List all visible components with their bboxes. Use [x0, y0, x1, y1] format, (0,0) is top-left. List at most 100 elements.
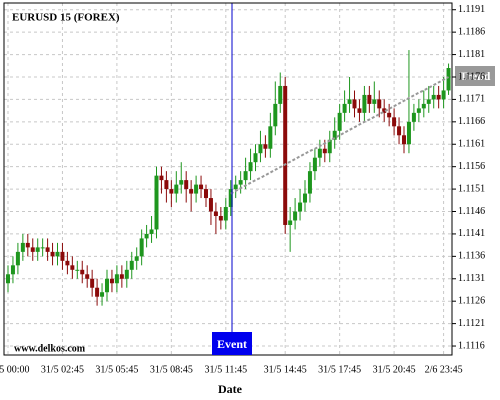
candle-body [298, 202, 303, 212]
candle-body [154, 175, 159, 230]
candle-body [293, 211, 298, 221]
y-tick-label: 1.1191 [458, 4, 485, 15]
y-tick-label: 1.1146 [458, 206, 485, 217]
candle-body [40, 247, 45, 249]
candle-body [85, 274, 90, 279]
candle-body [392, 117, 397, 127]
candle-body [164, 180, 169, 190]
candle-body [50, 251, 55, 257]
candle-body [317, 148, 322, 158]
candle-body [10, 265, 15, 275]
y-tick-label: 1.1186 [458, 26, 485, 37]
candle-body [411, 112, 416, 122]
candle-body [184, 180, 189, 190]
candle-body [441, 90, 446, 100]
y-tick-label: 1.1181 [458, 49, 485, 60]
candle-body [288, 220, 293, 225]
candle-body [228, 189, 233, 208]
candle-body [45, 247, 50, 252]
y-tick-label: 1.1126 [458, 295, 485, 306]
candle-body [70, 265, 75, 270]
candle-body [307, 171, 312, 194]
candle-body [80, 269, 85, 275]
y-tick-label: 1.1171 [458, 94, 485, 105]
candle-body [397, 126, 402, 136]
y-tick-label: 1.1156 [458, 161, 485, 172]
candle-body [377, 99, 382, 109]
candle-body [6, 274, 10, 284]
candle-body [75, 269, 80, 271]
candle-body [149, 229, 154, 234]
candle-body [119, 274, 124, 279]
y-tick-label: 1.1136 [458, 251, 485, 262]
candle-body [15, 251, 20, 266]
candle-body [114, 274, 119, 284]
candle-body [342, 103, 347, 113]
candle-body [109, 278, 114, 284]
candle-body [263, 144, 268, 149]
candle-body [65, 260, 70, 266]
candle-body [258, 144, 263, 154]
x-tick-label: 31/5 20:45 [373, 364, 416, 375]
candle-body [357, 108, 362, 113]
candle-body [446, 68, 451, 91]
x-tick-label: 31/5 11:45 [204, 364, 247, 375]
candle-body [204, 189, 208, 199]
candle-body [174, 184, 179, 194]
trend-label: Trend [460, 69, 491, 83]
candle-body [268, 126, 273, 149]
candle-body [431, 94, 436, 100]
candle-body [124, 269, 129, 279]
candle-body [372, 99, 377, 104]
candle-body [436, 94, 441, 100]
x-tick-label: 31/5 17:45 [318, 364, 361, 375]
candle-body [55, 251, 60, 257]
y-tick-label: 1.1151 [458, 183, 485, 194]
candle-body [332, 130, 337, 140]
candle-body [179, 180, 184, 185]
candle-body [159, 175, 164, 181]
candle-body [426, 99, 431, 104]
x-tick-label: 31/5 00:00 [0, 364, 30, 375]
candle-body [30, 247, 35, 252]
candle-body [194, 184, 199, 194]
candle-body [95, 287, 100, 297]
candle-body [169, 189, 174, 194]
trend-label-box [455, 66, 495, 86]
candle-body [238, 180, 243, 185]
candle-body [100, 292, 105, 297]
candle-body [327, 139, 332, 154]
x-tick-label: 31/5 08:45 [150, 364, 193, 375]
grid [4, 3, 452, 355]
candle-body [312, 157, 317, 172]
candle-body [278, 85, 283, 104]
candle-body [35, 247, 40, 252]
x-tick-label: 2/6 23:45 [425, 364, 463, 375]
candle-body [105, 278, 109, 293]
candle-body [233, 184, 238, 190]
y-tick-label: 1.1141 [458, 228, 485, 239]
candle-body [208, 198, 213, 212]
candle-body [406, 121, 411, 145]
candle-body [382, 108, 387, 113]
y-tick-label: 1.1116 [458, 340, 485, 351]
candle-body [347, 99, 352, 104]
candle-body [60, 251, 65, 261]
candle-body [253, 153, 258, 163]
candle-body [243, 171, 248, 181]
candle-body [362, 94, 367, 113]
event-box [212, 332, 252, 355]
candle-body [352, 99, 357, 109]
x-tick-label: 31/5 14:45 [264, 364, 307, 375]
candle-body [337, 112, 342, 131]
candle-body [416, 108, 421, 113]
candle-body [134, 256, 139, 261]
marks [6, 50, 451, 306]
candle-body [144, 233, 149, 239]
candle-body [199, 184, 204, 190]
event-label: Event [217, 337, 247, 351]
y-tick-label: 1.1176 [458, 71, 485, 82]
x-tick-label: 31/5 02:45 [41, 364, 84, 375]
candle-body [303, 193, 307, 203]
y-tick-label: 1.1121 [458, 318, 485, 329]
